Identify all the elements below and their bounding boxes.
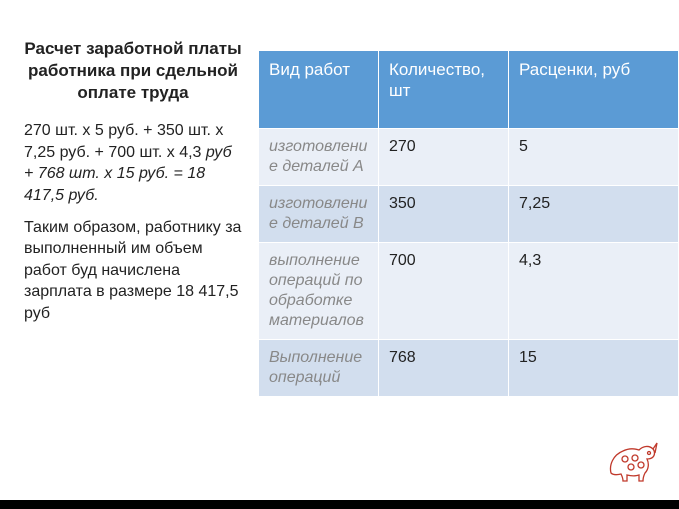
- table-row: выполнение операций по обработке материа…: [259, 242, 679, 339]
- table-row: изготовление деталей В 350 7,25: [259, 185, 679, 242]
- cell-rate: 7,25: [509, 185, 679, 242]
- table-row: Выполнение операций 768 15: [259, 339, 679, 396]
- cell-rate: 5: [509, 128, 679, 185]
- cell-label: изготовление деталей В: [259, 185, 379, 242]
- col-header-qty: Количество, шт: [379, 51, 509, 129]
- cell-qty: 700: [379, 242, 509, 339]
- calculation-formula: 270 шт. х 5 руб. + 350 шт. х 7,25 руб. +…: [24, 120, 242, 206]
- table-row: изготовление деталей А 270 5: [259, 128, 679, 185]
- col-header-type: Вид работ: [259, 51, 379, 129]
- cell-qty: 768: [379, 339, 509, 396]
- cell-rate: 4,3: [509, 242, 679, 339]
- bottom-bar: [0, 500, 679, 509]
- cell-rate: 15: [509, 339, 679, 396]
- cell-qty: 350: [379, 185, 509, 242]
- cell-label: изготовление деталей А: [259, 128, 379, 185]
- formula-plain: 270 шт. х 5 руб. + 350 шт. х 7,25 руб. +…: [24, 122, 223, 161]
- page-title: Расчет заработной платы работника при сд…: [24, 38, 242, 104]
- table-header-row: Вид работ Количество, шт Расценки, руб: [259, 51, 679, 129]
- cell-qty: 270: [379, 128, 509, 185]
- rhino-logo-icon: [603, 435, 661, 487]
- cell-label: выполнение операций по обработке материа…: [259, 242, 379, 339]
- rates-table: Вид работ Количество, шт Расценки, руб и…: [258, 50, 679, 397]
- col-header-rate: Расценки, руб: [509, 51, 679, 129]
- conclusion-text: Таким образом, работнику за выполненный …: [24, 217, 242, 325]
- cell-label: Выполнение операций: [259, 339, 379, 396]
